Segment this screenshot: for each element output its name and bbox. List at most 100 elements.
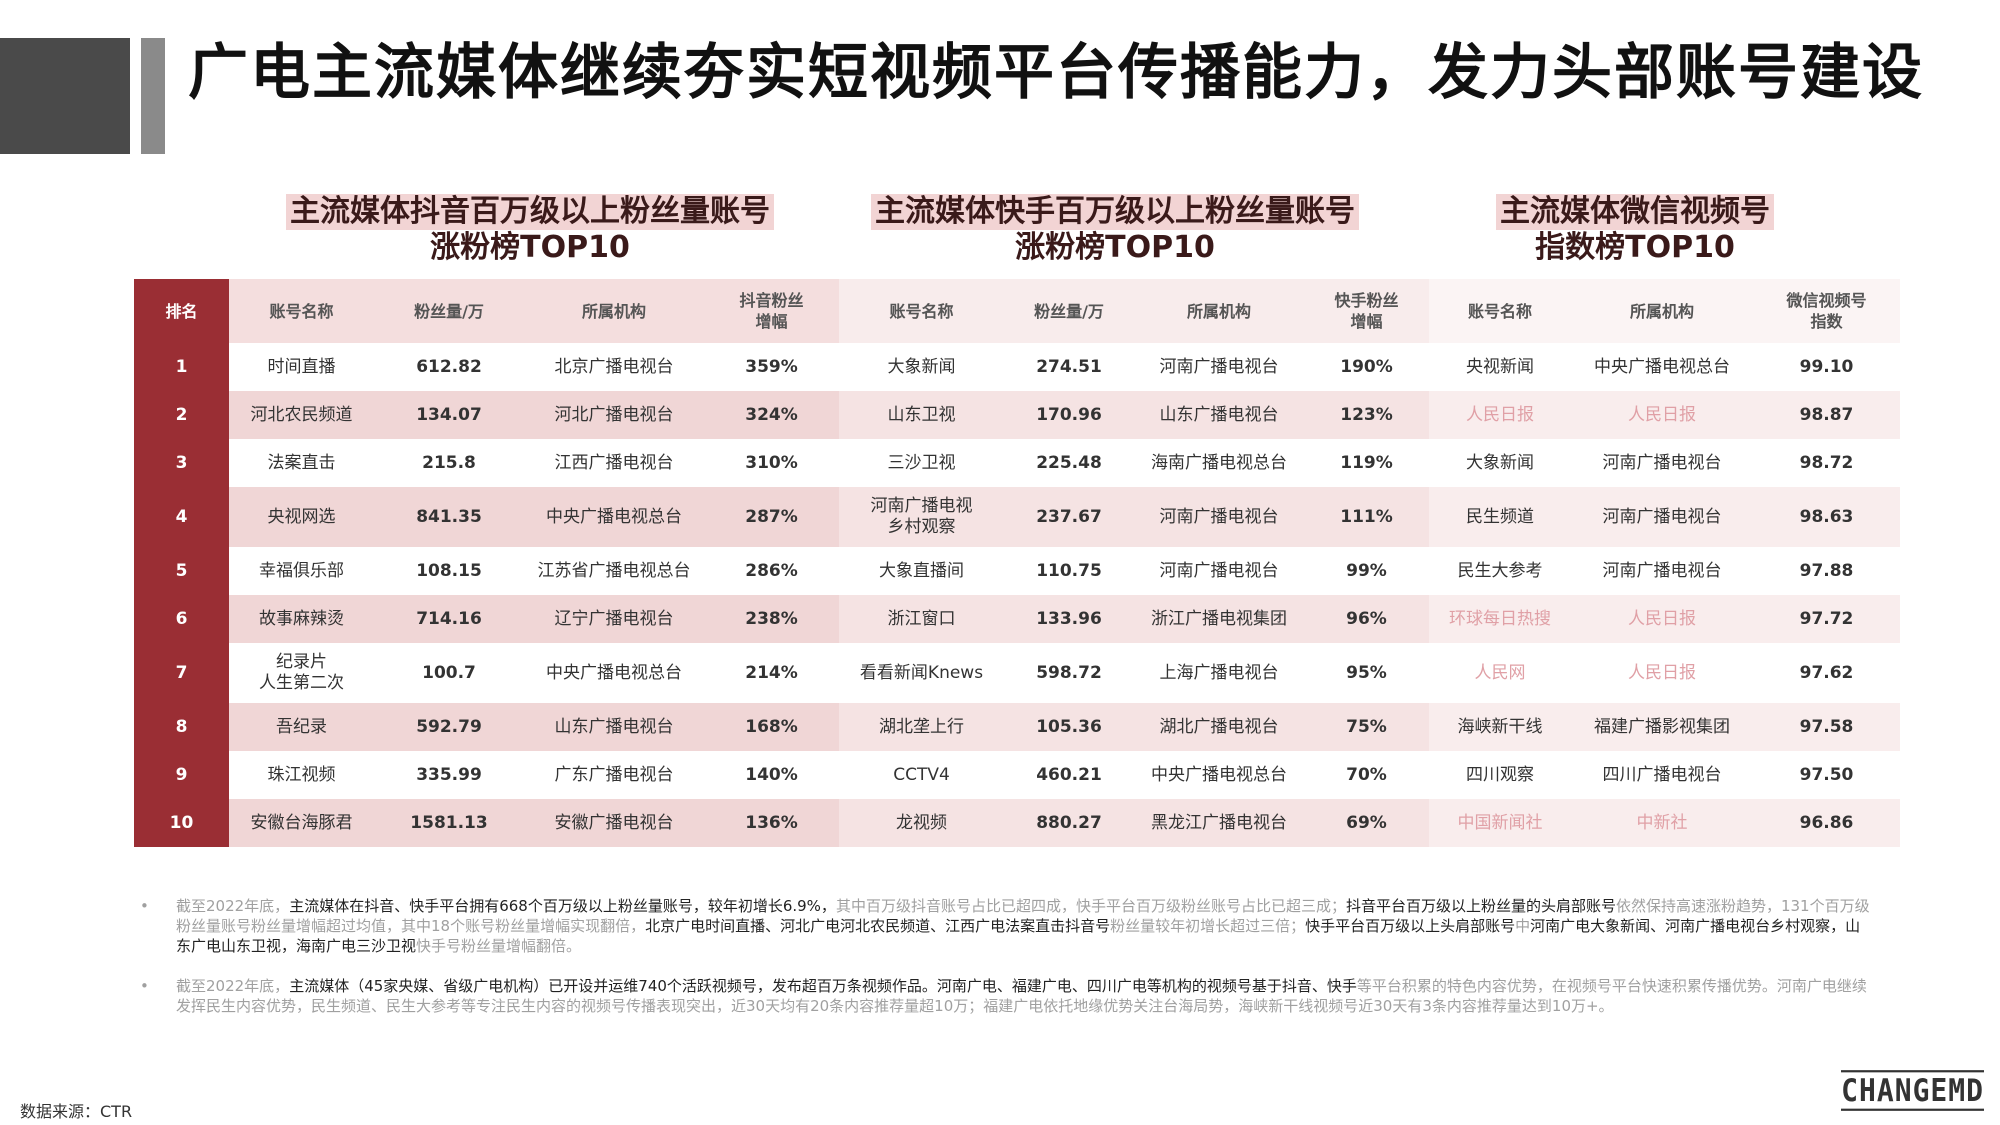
section-heading-line1: 主流媒体微信视频号	[1496, 194, 1774, 230]
col-ks-name: 账号名称	[839, 279, 1004, 343]
notes: • 截至2022年底，主流媒体在抖音、快手平台拥有668个百万级以上粉丝量账号，…	[140, 896, 1870, 1036]
cell-ks-name: 大象直播间	[839, 547, 1004, 595]
cell-ks-org: 黑龙江广播电视台	[1134, 799, 1304, 847]
data-source: 数据来源：CTR	[20, 1102, 133, 1121]
table-row: 3 法案直击 215.8 江西广播电视台 310% 三沙卫视 225.48 海南广播电视总台 1…	[134, 439, 1900, 487]
note-item: • 截至2022年底，主流媒体（45家央媒、省级广电机构）已开设并运维740个活…	[140, 976, 1870, 1016]
note-text: 截至2022年底，主流媒体（45家央媒、省级广电机构）已开设并运维740个活跃视…	[176, 977, 1867, 1015]
cell-ks-growth: 95%	[1304, 643, 1429, 703]
cell-ks-growth: 70%	[1304, 751, 1429, 799]
cell-dy-fans: 335.99	[374, 751, 524, 799]
note-text: 截至2022年底，主流媒体在抖音、快手平台拥有668个百万级以上粉丝量账号，较年…	[176, 897, 1870, 955]
note-segment: 其中百万级抖音账号占比已超四成，快手平台百万级粉丝账号占比已超三成；	[835, 897, 1346, 915]
cell-rank: 7	[134, 643, 229, 703]
cell-dy-fans: 108.15	[374, 547, 524, 595]
cell-wx-index: 99.10	[1753, 343, 1900, 391]
table-row: 1 时间直播 612.82 北京广播电视台 359% 大象新闻 274.51 河南广播电视台 1…	[134, 343, 1900, 391]
cell-ks-org: 山东广播电视台	[1134, 391, 1304, 439]
cell-wx-name: 人民网	[1429, 643, 1571, 703]
col-dy-org: 所属机构	[524, 279, 704, 343]
cell-ks-growth: 111%	[1304, 487, 1429, 547]
section-heading-douyin: 主流媒体抖音百万级以上粉丝量账号 涨粉榜TOP10	[270, 194, 790, 266]
cell-wx-org: 人民日报	[1571, 391, 1753, 439]
cell-ks-growth: 96%	[1304, 595, 1429, 643]
cell-ks-fans: 237.67	[1004, 487, 1134, 547]
cell-dy-name: 珠江视频	[229, 751, 374, 799]
cell-wx-name: 大象新闻	[1429, 439, 1571, 487]
cell-wx-org: 中央广播电视总台	[1571, 343, 1753, 391]
cell-dy-growth: 310%	[704, 439, 839, 487]
cell-dy-name: 时间直播	[229, 343, 374, 391]
cell-dy-org: 安徽广播电视台	[524, 799, 704, 847]
cell-dy-org: 中央广播电视总台	[524, 643, 704, 703]
note-highlight: 快手平台百万级以上头肩部账号	[1305, 917, 1516, 935]
cell-ks-growth: 69%	[1304, 799, 1429, 847]
note-segment: 截至2022年底，	[176, 897, 290, 915]
title-bar-dark	[0, 38, 130, 154]
cell-wx-name: 中国新闻社	[1429, 799, 1571, 847]
cell-wx-name: 人民日报	[1429, 391, 1571, 439]
cell-wx-index: 97.62	[1753, 643, 1900, 703]
section-heading-weixin: 主流媒体微信视频号 指数榜TOP10	[1400, 194, 1870, 266]
cell-wx-name: 央视新闻	[1429, 343, 1571, 391]
cell-dy-growth: 286%	[704, 547, 839, 595]
cell-dy-org: 山东广播电视台	[524, 703, 704, 751]
section-heading-line2: 指数榜TOP10	[1535, 230, 1735, 265]
cell-rank: 2	[134, 391, 229, 439]
cell-wx-index: 97.50	[1753, 751, 1900, 799]
section-heading-kuaishou: 主流媒体快手百万级以上粉丝量账号 涨粉榜TOP10	[855, 194, 1375, 266]
cell-dy-growth: 238%	[704, 595, 839, 643]
cell-wx-org: 福建广播影视集团	[1571, 703, 1753, 751]
cell-ks-name: 山东卫视	[839, 391, 1004, 439]
cell-ks-org: 中央广播电视总台	[1134, 751, 1304, 799]
cell-ks-org: 河南广播电视台	[1134, 547, 1304, 595]
col-ks-growth: 快手粉丝 增幅	[1304, 279, 1429, 343]
cell-wx-org: 河南广播电视台	[1571, 547, 1753, 595]
cell-dy-growth: 324%	[704, 391, 839, 439]
cell-wx-org: 中新社	[1571, 799, 1753, 847]
table-row: 2 河北农民频道 134.07 河北广播电视台 324% 山东卫视 170.96 山东广播电视…	[134, 391, 1900, 439]
note-highlight: 河南广电大象新闻、河南广播电视台乡村观察，山东广电山东卫视，海南广电三沙卫视	[176, 917, 1861, 955]
cell-ks-fans: 880.27	[1004, 799, 1134, 847]
table-row: 4 央视网选 841.35 中央广播电视总台 287% 河南广播电视 乡村观察 237.67…	[134, 487, 1900, 547]
cell-dy-fans: 612.82	[374, 343, 524, 391]
cell-ks-name: 河南广播电视 乡村观察	[839, 487, 1004, 547]
cell-ks-org: 河南广播电视台	[1134, 343, 1304, 391]
cell-ks-org: 上海广播电视台	[1134, 643, 1304, 703]
col-dy-name: 账号名称	[229, 279, 374, 343]
cell-ks-name: 看看新闻Knews	[839, 643, 1004, 703]
cell-ks-growth: 99%	[1304, 547, 1429, 595]
cell-ks-name: 大象新闻	[839, 343, 1004, 391]
cell-dy-org: 江西广播电视台	[524, 439, 704, 487]
cell-ks-name: 浙江窗口	[839, 595, 1004, 643]
cell-wx-name: 四川观察	[1429, 751, 1571, 799]
page-title: 广电主流媒体继续夯实短视频平台传播能力，发力头部账号建设	[188, 38, 1924, 108]
cell-dy-fans: 134.07	[374, 391, 524, 439]
cell-ks-org: 河南广播电视台	[1134, 487, 1304, 547]
table-row: 6 故事麻辣烫 714.16 辽宁广播电视台 238% 浙江窗口 133.96 浙江广播电视集…	[134, 595, 1900, 643]
cell-ks-fans: 110.75	[1004, 547, 1134, 595]
cell-dy-name: 法案直击	[229, 439, 374, 487]
cell-ks-fans: 598.72	[1004, 643, 1134, 703]
col-ks-fans: 粉丝量/万	[1004, 279, 1134, 343]
cell-ks-name: 三沙卫视	[839, 439, 1004, 487]
cell-wx-index: 97.72	[1753, 595, 1900, 643]
cell-dy-name: 吾纪录	[229, 703, 374, 751]
col-dy-growth: 抖音粉丝 增幅	[704, 279, 839, 343]
cell-ks-growth: 190%	[1304, 343, 1429, 391]
cell-ks-name: CCTV4	[839, 751, 1004, 799]
cell-dy-growth: 214%	[704, 643, 839, 703]
cell-wx-index: 98.72	[1753, 439, 1900, 487]
brand-logo: CHANGEMD	[1841, 1070, 1984, 1111]
cell-ks-org: 浙江广播电视集团	[1134, 595, 1304, 643]
note-segment: 截至2022年底，	[176, 977, 290, 995]
cell-dy-name: 安徽台海豚君	[229, 799, 374, 847]
section-heading-line1: 主流媒体抖音百万级以上粉丝量账号	[286, 194, 774, 230]
cell-ks-fans: 133.96	[1004, 595, 1134, 643]
cell-ks-fans: 225.48	[1004, 439, 1134, 487]
section-heading-line2: 涨粉榜TOP10	[1015, 230, 1215, 265]
cell-ks-org: 湖北广播电视台	[1134, 703, 1304, 751]
note-item: • 截至2022年底，主流媒体在抖音、快手平台拥有668个百万级以上粉丝量账号，…	[140, 896, 1870, 956]
cell-dy-growth: 168%	[704, 703, 839, 751]
cell-rank: 10	[134, 799, 229, 847]
